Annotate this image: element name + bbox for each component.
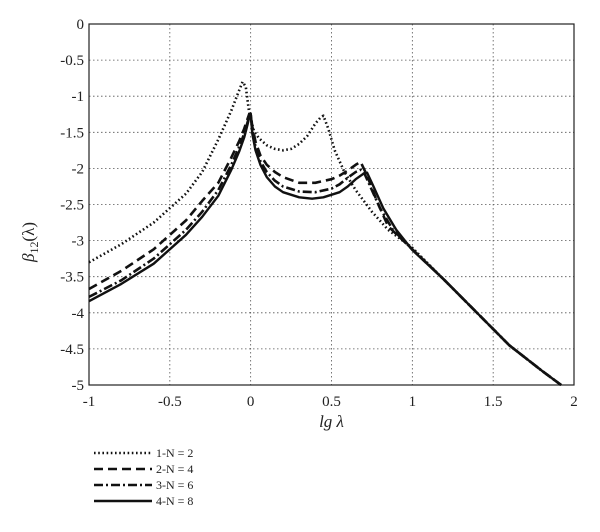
y-tick-label: -4.5 bbox=[60, 342, 84, 358]
y-tick-label: -3.5 bbox=[60, 270, 84, 286]
x-tick-label: 2 bbox=[570, 394, 578, 410]
y-tick-label: -1.5 bbox=[60, 125, 84, 141]
x-tick-label: -0.5 bbox=[158, 394, 182, 410]
series-line-2 bbox=[88, 113, 562, 387]
x-axis-label: lg λ bbox=[319, 412, 344, 431]
legend: 1-N = 2 2-N = 4 3-N = 6 4-N = 8 bbox=[94, 446, 193, 508]
x-tick-label: 1 bbox=[409, 394, 417, 410]
x-tick-label: 0 bbox=[247, 394, 255, 410]
y-tick-label: -2.5 bbox=[60, 198, 84, 214]
y-tick-label: -3 bbox=[72, 234, 85, 250]
y-axis-label: β12(λ) bbox=[19, 222, 41, 263]
y-axis-label-main: β bbox=[19, 253, 38, 263]
legend-label-4: 4-N = 8 bbox=[156, 494, 193, 508]
x-tick-label: 1.5 bbox=[484, 394, 503, 410]
y-tick-labels: 0 -0.5 -1 -1.5 -2 -2.5 -3 -3.5 -4 -4.5 -5 bbox=[60, 17, 84, 394]
legend-label-3: 3-N = 6 bbox=[156, 478, 193, 492]
y-axis-label-suffix: (λ) bbox=[19, 222, 38, 242]
x-tick-labels: -1 -0.5 0 0.5 1 1.5 2 bbox=[83, 394, 578, 410]
y-axis-label-subscript: 12 bbox=[27, 242, 41, 254]
y-tick-label: -0.5 bbox=[60, 53, 84, 69]
y-tick-label: -4 bbox=[72, 306, 85, 322]
y-tick-label: -5 bbox=[72, 378, 85, 394]
series-line-3 bbox=[88, 112, 562, 387]
y-tick-label: -1 bbox=[72, 89, 85, 105]
legend-label-1: 1-N = 2 bbox=[156, 446, 193, 460]
y-tick-label: -2 bbox=[72, 161, 85, 177]
series-line-4 bbox=[88, 112, 562, 386]
svg-text:β12(λ): β12(λ) bbox=[19, 222, 41, 263]
legend-label-2: 2-N = 4 bbox=[156, 462, 193, 476]
plot-frame bbox=[88, 23, 575, 386]
series-line-1 bbox=[88, 80, 562, 387]
series-lines bbox=[88, 80, 562, 387]
x-tick-label: -1 bbox=[83, 394, 96, 410]
grid bbox=[89, 24, 574, 385]
y-tick-label: 0 bbox=[77, 17, 85, 33]
x-tick-label: 0.5 bbox=[322, 394, 341, 410]
